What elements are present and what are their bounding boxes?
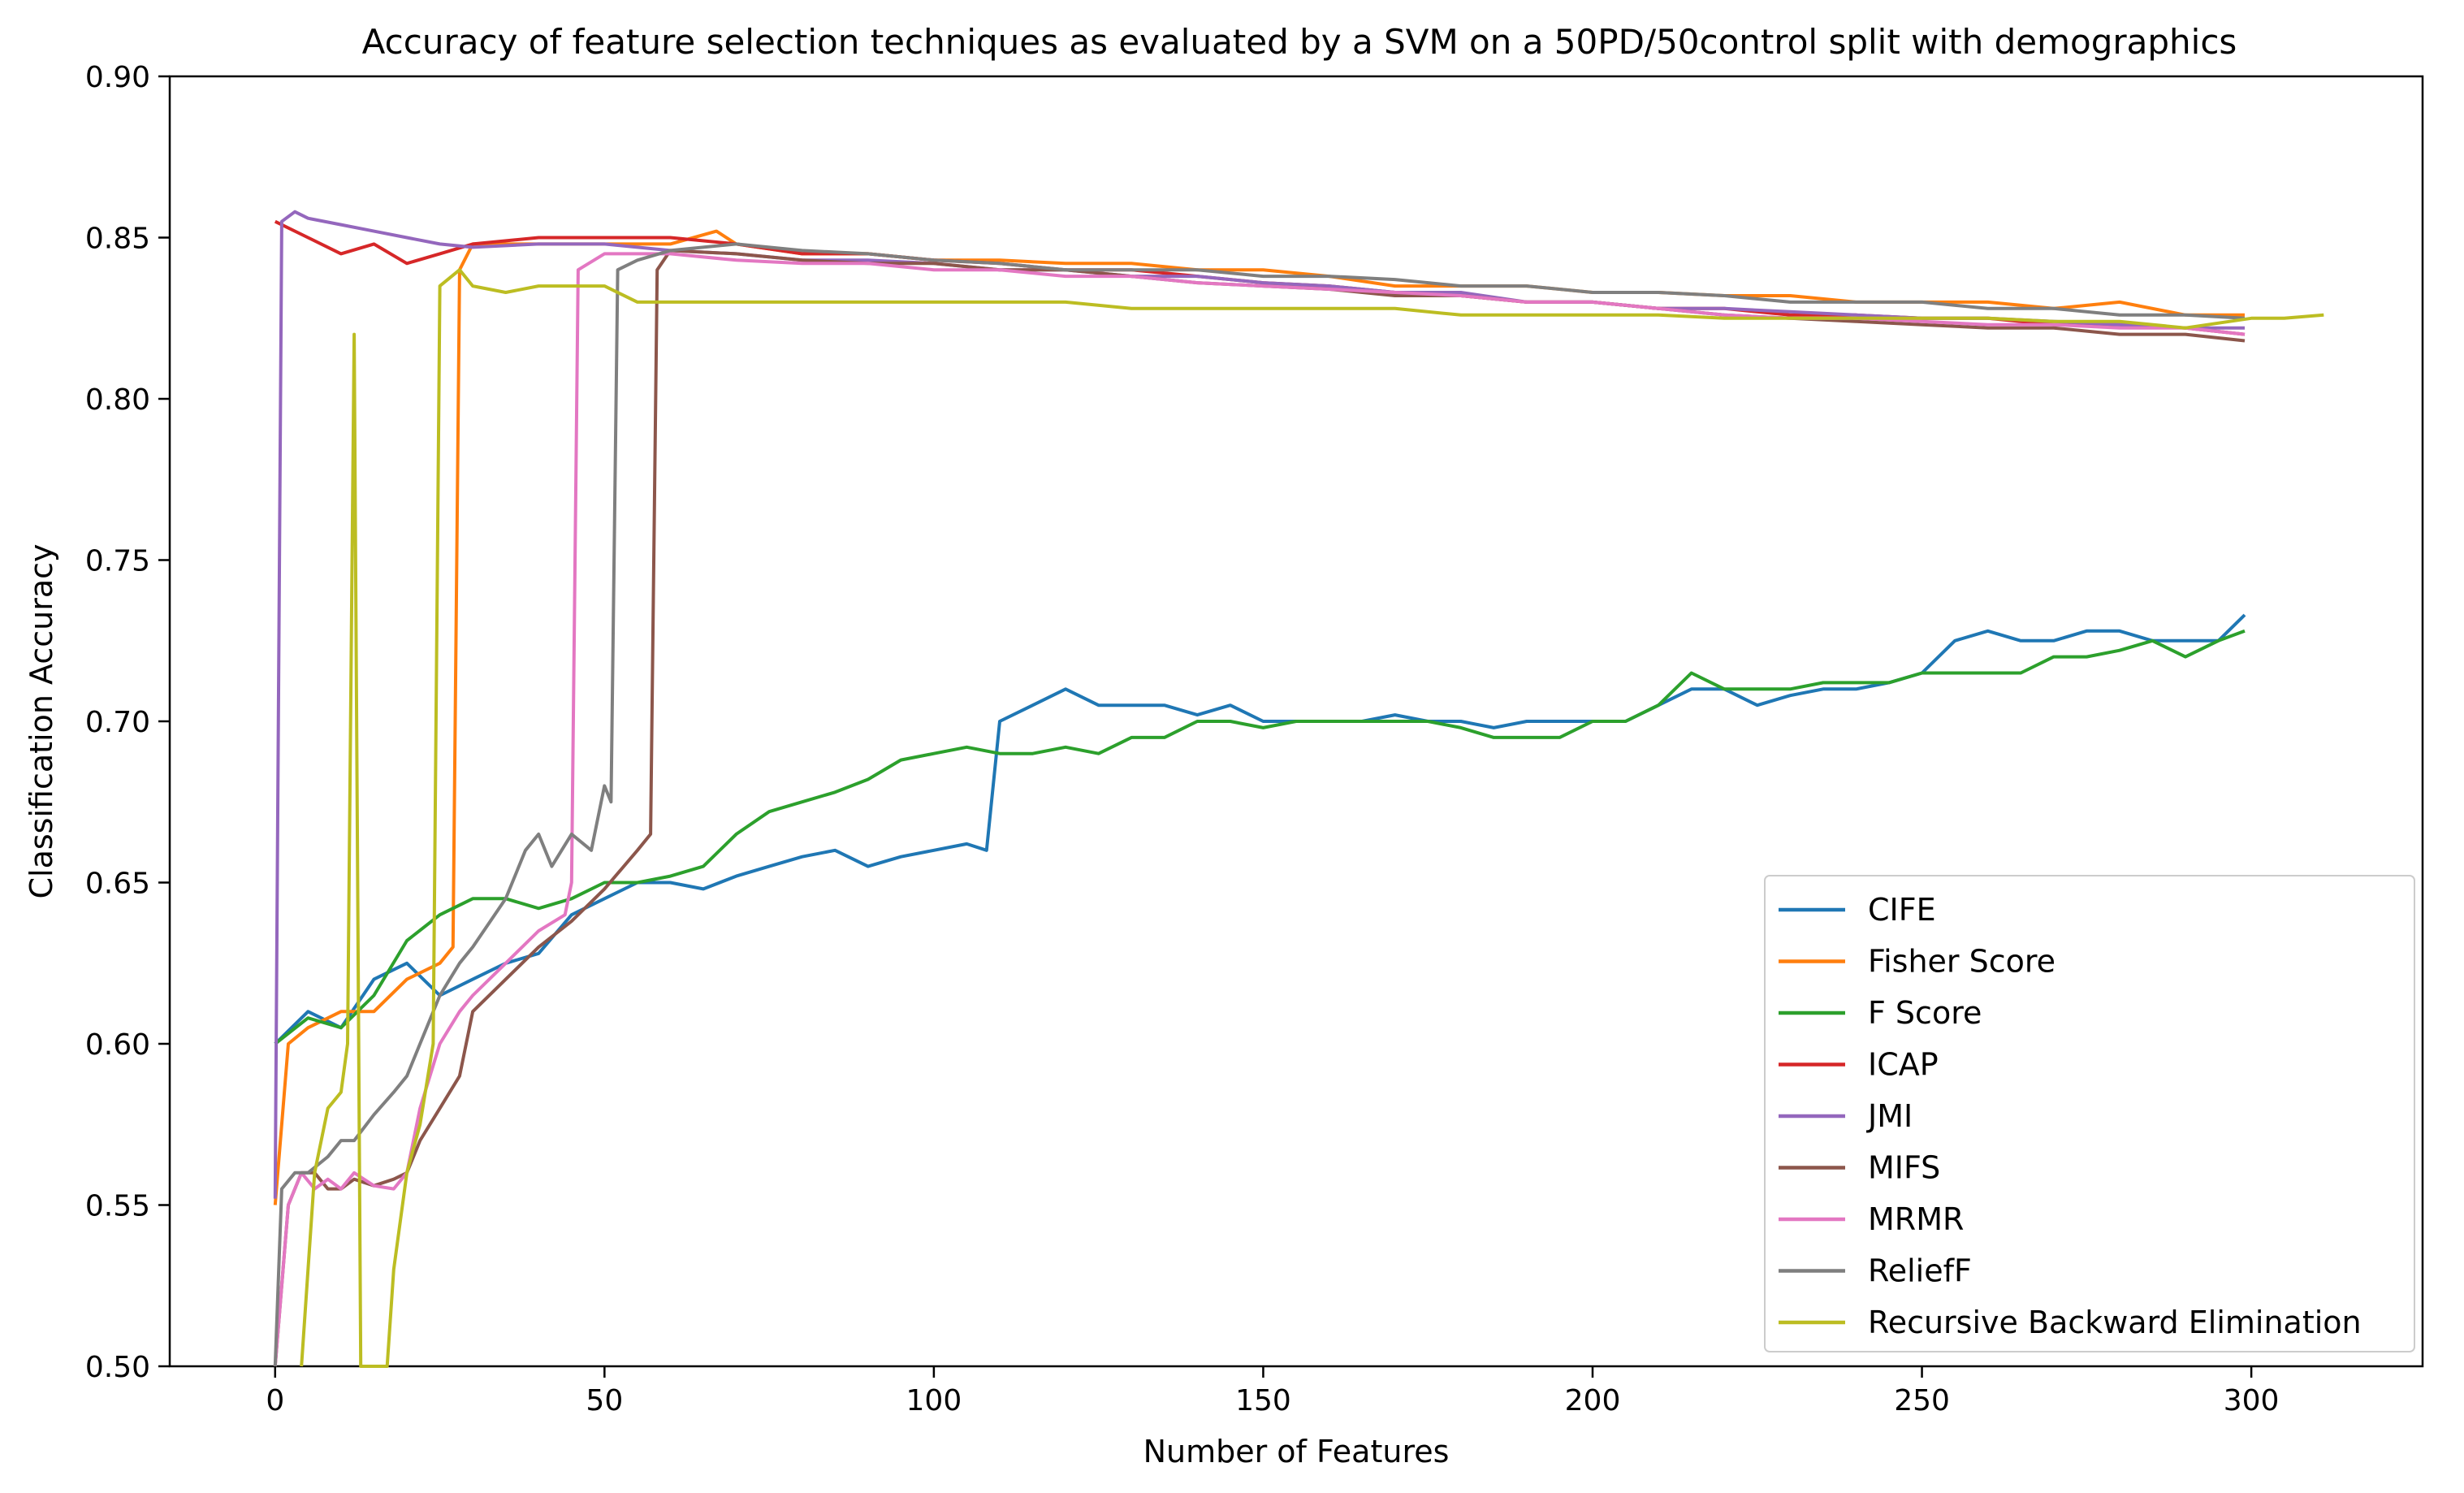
y-tick-label: 0.70	[85, 706, 150, 739]
legend-label: MIFS	[1868, 1150, 1940, 1186]
x-tick-label: 0	[266, 1384, 284, 1417]
x-tick-label: 100	[906, 1384, 962, 1417]
x-axis-title: Number of Features	[1143, 1434, 1450, 1469]
legend-label: JMI	[1866, 1098, 1913, 1134]
series-line-relieff	[273, 242, 2246, 1367]
legend-label: Recursive Backward Elimination	[1868, 1305, 2362, 1340]
legend-box	[1764, 875, 2415, 1352]
legend-label: ReliefF	[1868, 1253, 1972, 1289]
y-tick-label: 0.50	[85, 1351, 150, 1384]
chart-title: Accuracy of feature selection techniques…	[362, 22, 2237, 62]
y-axis-title: Classification Accuracy	[24, 544, 59, 899]
y-tick-label: 0.80	[85, 383, 150, 417]
x-tick-label: 300	[2224, 1384, 2280, 1417]
x-tick-label: 200	[1565, 1384, 1621, 1417]
x-tick-label: 150	[1235, 1384, 1291, 1417]
legend: CIFE Fisher Score F Score ICAP JMI MIFS MRMR Re…	[1764, 875, 2415, 1352]
y-tick-label: 0.75	[85, 545, 150, 578]
x-tick-label: 250	[1894, 1384, 1950, 1417]
legend-label: MRMR	[1868, 1201, 1964, 1237]
series-line-f-score	[274, 629, 2246, 1045]
y-tick-label: 0.85	[85, 223, 150, 256]
y-tick-label: 0.90	[85, 61, 150, 94]
x-axis: 0 50 100 150 200 250 300	[266, 1366, 2279, 1417]
y-tick-label: 0.60	[85, 1028, 150, 1062]
series-line-recursive-backward-elimination	[300, 268, 2324, 1368]
legend-label: F Score	[1868, 995, 1982, 1031]
legend-label: CIFE	[1868, 892, 1936, 928]
series-layer	[273, 210, 2324, 1368]
legend-label: Fisher Score	[1868, 944, 2055, 980]
x-tick-label: 50	[586, 1384, 623, 1417]
y-tick-label: 0.55	[85, 1190, 150, 1223]
y-tick-label: 0.65	[85, 868, 150, 901]
y-axis: 0.50 0.55 0.60 0.65 0.70 0.75 0.80 0.85 0.90	[85, 61, 170, 1384]
legend-label: ICAP	[1868, 1047, 1939, 1083]
